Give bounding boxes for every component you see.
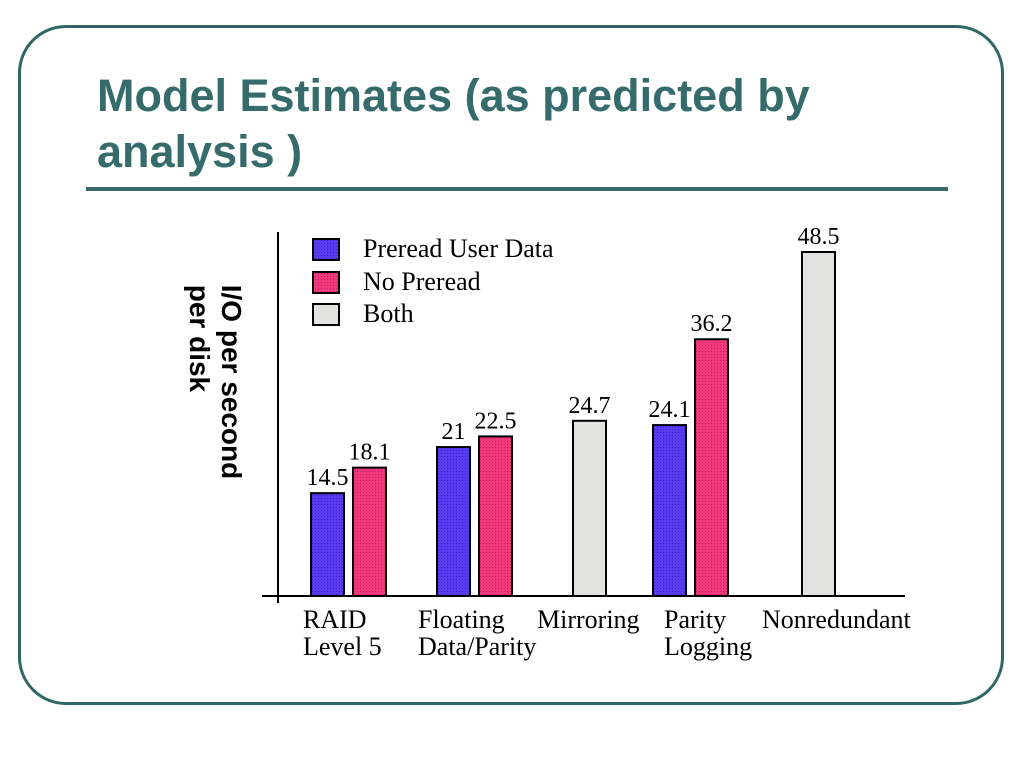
bar-1-2 — [352, 466, 387, 597]
data-label-2-1: 21 — [442, 419, 466, 445]
bar-1-1 — [310, 492, 345, 597]
data-label-5-1: 48.5 — [798, 224, 840, 250]
x-tick-label-2-line-1: Floating — [418, 605, 505, 634]
x-tick-label-4-line-1: Parity — [664, 605, 726, 634]
x-tick-label-5-line-1: Nonredundant — [762, 605, 912, 634]
slide-frame — [18, 25, 1004, 705]
legend-label-1: Preread User Data — [363, 234, 554, 263]
title-divider — [86, 187, 948, 191]
bar-4-2 — [694, 338, 729, 597]
data-label-3-1: 24.7 — [569, 393, 611, 419]
bar-2-1 — [436, 446, 471, 597]
legend-swatch-1 — [312, 238, 340, 261]
bar-3-1 — [572, 419, 607, 598]
x-tick-label-1-line-2: Level 5 — [303, 632, 382, 661]
data-label-4-2: 36.2 — [691, 311, 733, 337]
legend-swatch-3 — [312, 303, 340, 326]
bar-4-1 — [652, 424, 687, 597]
data-label-2-2: 22.5 — [475, 408, 517, 434]
legend-label-3: Both — [363, 299, 414, 328]
bar-5-1 — [801, 251, 836, 597]
data-label-1-1: 14.5 — [307, 465, 349, 491]
slide-title: Model Estimates (as predicted by analysi… — [97, 70, 810, 177]
x-tick-label-2-line-2: Data/Parity — [418, 632, 536, 661]
x-tick-label-1-line-1: RAID — [303, 605, 367, 634]
x-tick-label-4-line-2: Logging — [664, 632, 752, 661]
legend-label-2: No Preread — [363, 267, 481, 296]
data-label-1-2: 18.1 — [349, 440, 391, 466]
x-tick-label-3-line-1: Mirroring — [537, 605, 640, 634]
bar-2-2 — [478, 435, 513, 598]
legend-swatch-2 — [312, 271, 340, 294]
data-label-4-1: 24.1 — [649, 397, 691, 423]
